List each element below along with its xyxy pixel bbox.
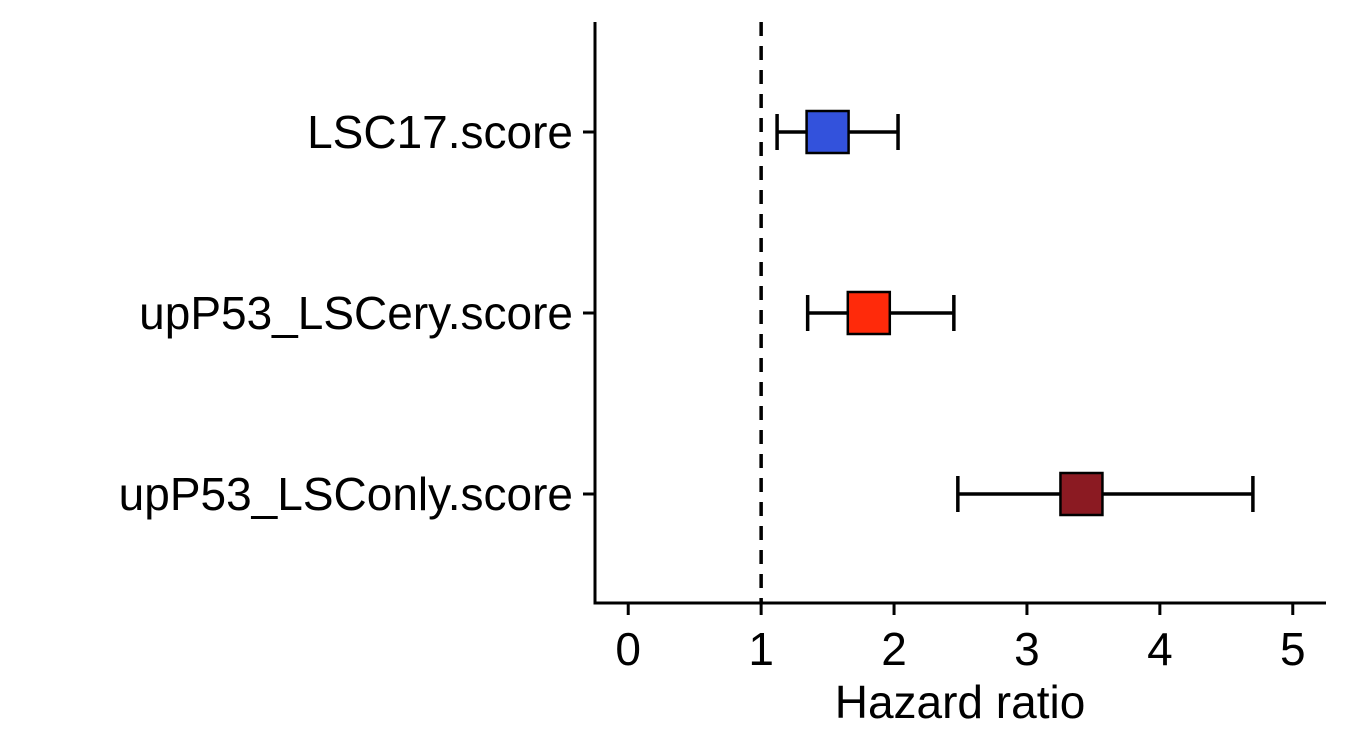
forest-row: LSC17.score <box>307 106 900 158</box>
x-axis-title: Hazard ratio <box>835 676 1086 728</box>
y-tick-label: upP53_LSCery.score <box>139 287 573 339</box>
x-tick-label: 4 <box>1147 623 1173 675</box>
x-tick-label: 2 <box>881 623 907 675</box>
y-tick-label: LSC17.score <box>307 106 573 158</box>
forest-row: upP53_LSConly.score <box>119 468 1255 520</box>
hazard-ratio-box <box>1059 471 1104 517</box>
x-tick-label: 1 <box>748 623 774 675</box>
y-tick-label: upP53_LSConly.score <box>119 468 573 520</box>
x-tick-label: 0 <box>615 623 641 675</box>
x-tick-label: 5 <box>1280 623 1306 675</box>
hazard-ratio-box <box>805 109 850 155</box>
forest-row: upP53_LSCery.score <box>139 287 956 339</box>
hazard-ratio-box <box>846 290 892 336</box>
x-tick-label: 3 <box>1014 623 1040 675</box>
